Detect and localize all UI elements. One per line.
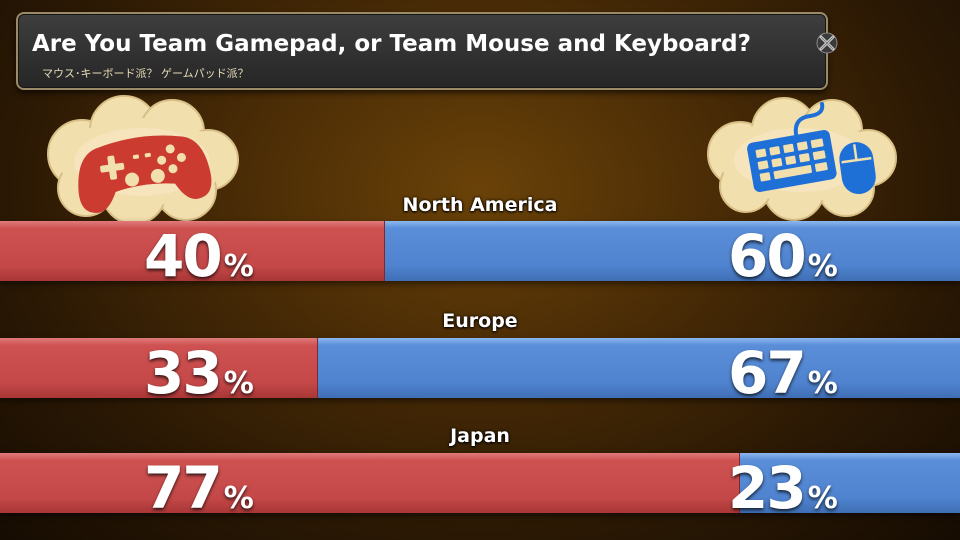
- percent-value: 23: [728, 454, 807, 522]
- percent-sign: %: [223, 366, 254, 401]
- keyboard-mouse-icon: [707, 97, 897, 221]
- region-label: North America: [402, 194, 558, 216]
- bar-row: 33% 67%: [0, 338, 960, 402]
- percent-value: 40: [144, 222, 223, 290]
- percent-sign: %: [223, 249, 254, 284]
- data-label: 60%: [728, 227, 838, 285]
- page-subtitle: マウス･キーボード派？ ゲームパッド派？: [42, 67, 249, 80]
- percent-sign: %: [807, 249, 838, 284]
- page-title: Are You Team Gamepad, or Team Mouse and …: [32, 31, 751, 57]
- percent-sign: %: [807, 366, 838, 401]
- data-label: 67%: [728, 344, 838, 402]
- data-label: 33%: [144, 344, 254, 402]
- title-panel: Are You Team Gamepad, or Team Mouse and …: [16, 12, 838, 90]
- percent-value: 33: [144, 339, 223, 407]
- region-label: Europe: [442, 310, 518, 332]
- bar-row: 77% 23%: [0, 453, 960, 517]
- data-label: 23%: [728, 459, 838, 517]
- gamepad-bar: [0, 221, 385, 281]
- percent-sign: %: [223, 481, 254, 516]
- region-label: Japan: [450, 425, 510, 447]
- close-icon[interactable]: [816, 32, 838, 54]
- percent-value: 77: [144, 454, 223, 522]
- percent-sign: %: [807, 481, 838, 516]
- data-label: 77%: [144, 459, 254, 517]
- mouse-keyboard-bar: [318, 338, 960, 398]
- gamepad-icon: [47, 95, 239, 225]
- mouse-keyboard-bar: [740, 453, 960, 513]
- gamepad-bar: [0, 453, 740, 513]
- mouse-keyboard-bar: [385, 221, 960, 281]
- percent-value: 67: [728, 339, 807, 407]
- bar-row: 40% 60%: [0, 221, 960, 285]
- percent-value: 60: [728, 222, 807, 290]
- gamepad-bar: [0, 338, 318, 398]
- data-label: 40%: [144, 227, 254, 285]
